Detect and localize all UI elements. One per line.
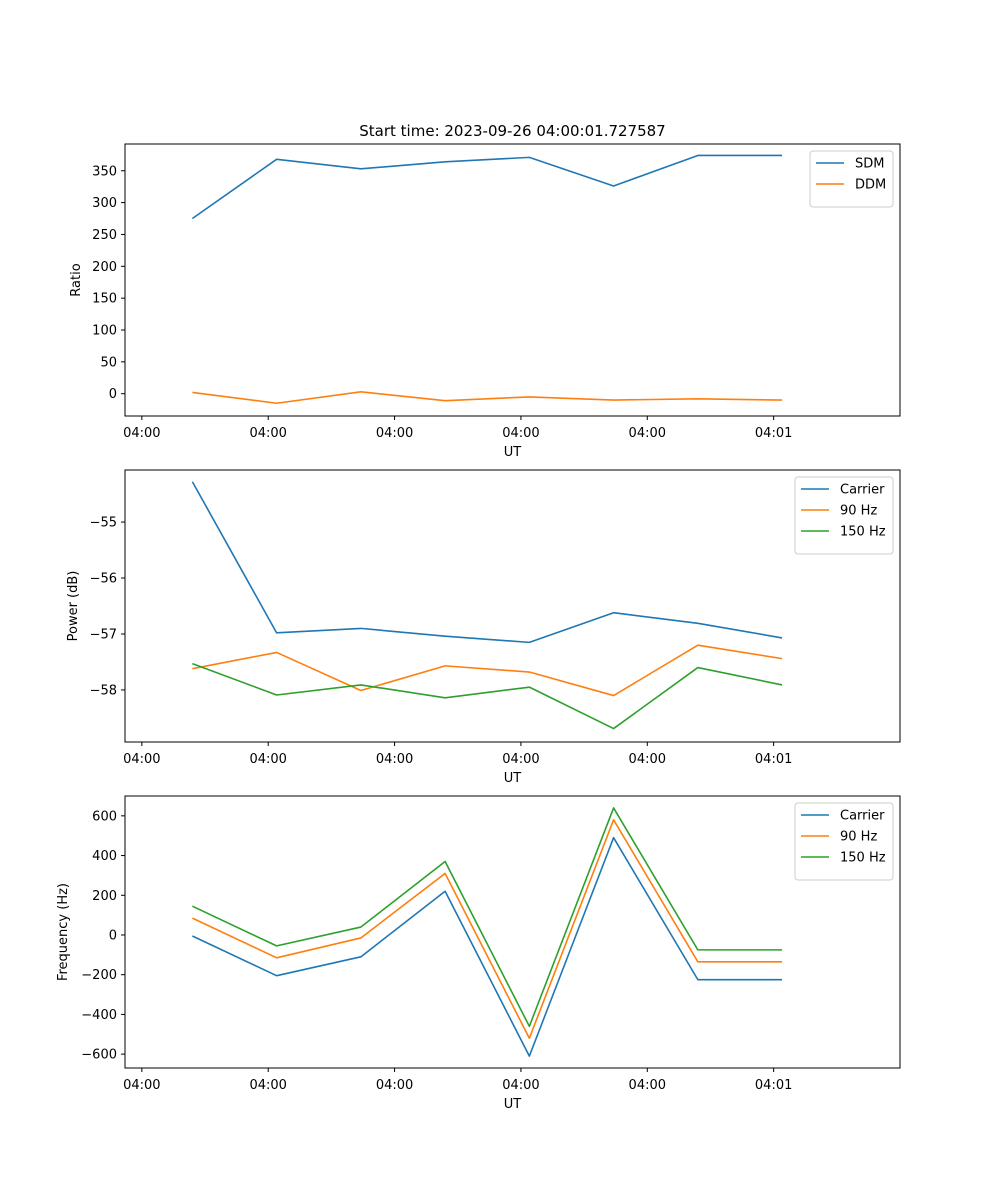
axes-frame	[124, 469, 901, 743]
y-tick-label: 0	[109, 387, 117, 402]
x-tick-label: 04:00	[502, 752, 539, 767]
x-tick-label: 04:00	[249, 426, 286, 441]
legend-label: Carrier	[840, 483, 885, 498]
legend: Carrier 90 Hz 150 Hz	[794, 476, 894, 555]
y-tick-label: 200	[92, 889, 117, 904]
series-line-90-hz	[192, 819, 783, 1040]
legend-label: 150 Hz	[840, 525, 886, 540]
y-tick-label: 0	[109, 928, 117, 943]
y-axis-label: Power (dB)	[66, 571, 81, 642]
subplot-3: 04:00 04:00 04:00 04:00 04:00 04:01 −600 −400 −2…	[56, 795, 901, 1112]
x-tick-label: 04:00	[123, 426, 160, 441]
series-line-ddm	[192, 390, 783, 405]
legend-label: 90 Hz	[840, 504, 877, 519]
y-tick-label: 600	[92, 809, 117, 824]
subplot-2: 04:00 04:00 04:00 04:00 04:00 04:01 −58 −57 −56 −…	[66, 469, 901, 786]
x-tick-label: 04:01	[755, 752, 792, 767]
series-line-carrier	[192, 836, 783, 1057]
x-tick-label: 04:00	[629, 752, 666, 767]
x-tick-label: 04:00	[629, 426, 666, 441]
subplot-1: 04:00 04:00 04:00 04:00 04:00 04:01 0 50 100 150 2…	[69, 143, 901, 460]
x-tick-label: 04:00	[502, 1078, 539, 1093]
x-tick-label: 04:00	[502, 426, 539, 441]
x-tick-label: 04:01	[755, 1078, 792, 1093]
y-tick-label: 300	[92, 196, 117, 211]
x-axis-label: UT	[504, 445, 522, 460]
y-tick-label: 100	[92, 324, 117, 339]
series-line-sdm	[191, 154, 783, 220]
x-tick-label: 04:00	[376, 426, 413, 441]
legend-label: DDM	[855, 178, 886, 193]
series-line-carrier	[191, 481, 783, 644]
x-axis-label: UT	[504, 1097, 522, 1112]
legend-box	[794, 476, 894, 555]
y-tick-label: 200	[92, 260, 117, 275]
y-tick-label: −57	[90, 627, 117, 642]
legend-label: SDM	[855, 157, 884, 172]
series-line-150-hz	[192, 662, 783, 730]
y-tick-label: −56	[90, 572, 117, 587]
x-tick-label: 04:00	[249, 752, 286, 767]
legend-label: Carrier	[840, 809, 885, 824]
y-tick-label: −400	[81, 1008, 117, 1023]
y-tick-label: 50	[100, 355, 117, 370]
y-tick-label: 350	[92, 164, 117, 179]
x-tick-label: 04:00	[123, 1078, 160, 1093]
x-tick-label: 04:01	[755, 426, 792, 441]
series-line-150-hz	[192, 807, 783, 1028]
legend-box	[794, 802, 894, 881]
legend: Carrier 90 Hz 150 Hz	[794, 802, 894, 881]
legend-box	[809, 150, 894, 208]
y-tick-label: 400	[92, 849, 117, 864]
y-tick-label: 250	[92, 228, 117, 243]
x-tick-label: 04:00	[249, 1078, 286, 1093]
y-tick-label: −55	[90, 516, 117, 531]
axes-frame	[124, 143, 901, 417]
y-axis-label: Frequency (Hz)	[56, 883, 71, 981]
x-tick-label: 04:00	[376, 1078, 413, 1093]
series-line-90-hz	[192, 644, 783, 697]
y-tick-label: 150	[92, 292, 117, 307]
y-tick-label: −58	[90, 683, 117, 698]
x-tick-label: 04:00	[123, 752, 160, 767]
y-tick-label: −600	[81, 1048, 117, 1063]
x-tick-label: 04:00	[629, 1078, 666, 1093]
legend-label: 150 Hz	[840, 851, 886, 866]
axes-frame	[124, 795, 901, 1069]
legend: SDM DDM	[809, 150, 894, 208]
y-axis-label: Ratio	[69, 263, 84, 296]
y-tick-label: −200	[81, 968, 117, 983]
x-tick-label: 04:00	[376, 752, 413, 767]
legend-label: 90 Hz	[840, 830, 877, 845]
x-axis-label: UT	[504, 771, 522, 786]
chart-title: Start time: 2023-09-26 04:00:01.727587	[359, 122, 665, 140]
